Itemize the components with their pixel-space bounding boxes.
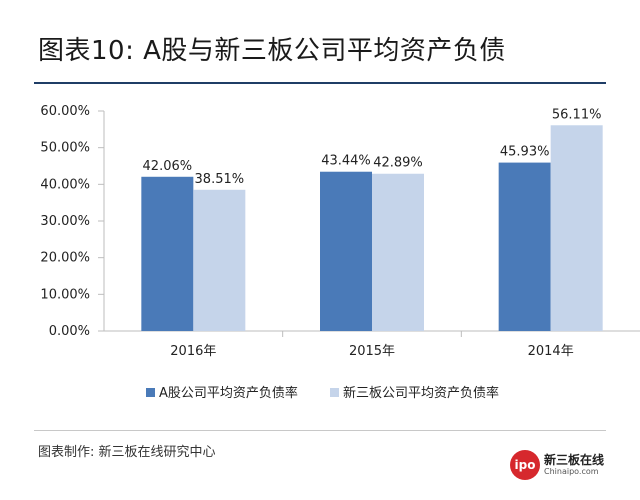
y-tick-label: 60.00% — [40, 104, 90, 119]
bar — [141, 176, 194, 331]
title-divider — [34, 82, 606, 84]
y-tick-label: 0.00% — [49, 324, 90, 339]
chart-title: 图表10: A股与新三板公司平均资产负债 — [38, 36, 506, 66]
source-note: 图表制作: 新三板在线研究中心 — [38, 445, 216, 460]
bar-value-label: 42.06% — [143, 159, 193, 174]
bar-value-label: 38.51% — [195, 172, 245, 187]
y-tick-label: 30.00% — [40, 214, 90, 229]
x-tick-label: 2014年 — [528, 344, 574, 359]
bar — [193, 189, 246, 331]
bar-value-label: 56.11% — [552, 107, 602, 122]
y-tick-label: 10.00% — [40, 287, 90, 302]
x-tick-label: 2015年 — [349, 344, 395, 359]
logo-site: Chinaipo.com — [544, 467, 599, 476]
bar — [320, 171, 372, 331]
bar — [550, 125, 603, 331]
logo-name: 新三板在线 — [544, 453, 605, 467]
legend-swatch — [146, 388, 155, 397]
bar-value-label: 45.93% — [500, 145, 550, 160]
logo-mark: ipo — [510, 450, 540, 480]
y-tick-label: 40.00% — [40, 177, 90, 192]
bar — [498, 162, 551, 331]
footer-divider — [34, 430, 606, 431]
legend-label: A股公司平均资产负债率 — [159, 385, 298, 401]
x-tick-label: 2016年 — [170, 344, 216, 359]
y-tick-label: 20.00% — [40, 251, 90, 266]
bar-chart: 0.00% 10.00% 20.00% 30.00% 40.00% 50.00% 60.00… — [40, 104, 640, 401]
bar-value-label: 43.44% — [321, 154, 371, 169]
brand-logo: ipo 新三板在线 Chinaipo.com — [510, 450, 610, 484]
bar — [372, 173, 424, 331]
legend-swatch — [330, 388, 339, 397]
legend-label: 新三板公司平均资产负债率 — [343, 385, 499, 401]
y-tick-label: 50.00% — [40, 141, 90, 156]
bar-value-label: 42.89% — [373, 156, 423, 171]
